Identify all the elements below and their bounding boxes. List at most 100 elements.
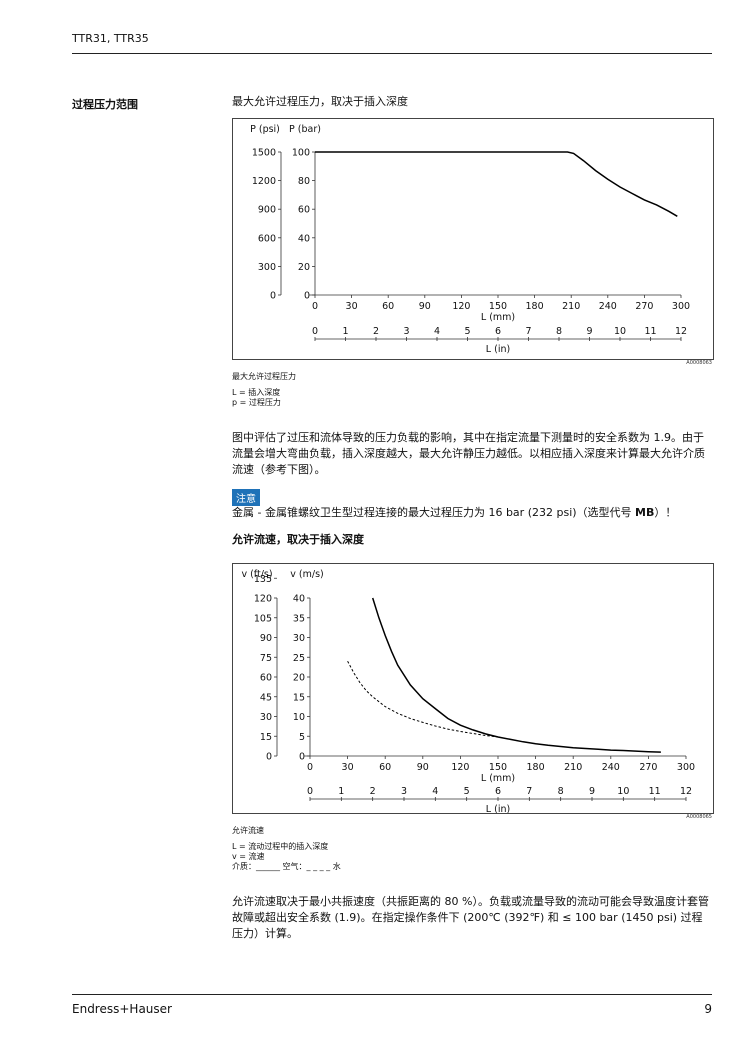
x2-tick-label: 5: [464, 326, 470, 337]
y2-tick-label: 90: [260, 633, 272, 644]
x-tick-label: 180: [527, 762, 545, 773]
paragraph-pressure: 图中评估了过压和流体导致的压力负载的影响，其中在指定流量下测量时的安全系数为 1…: [232, 431, 705, 476]
x-tick-label: 150: [489, 301, 507, 312]
chart1-legend-p: p = 过程压力: [232, 398, 281, 407]
section-title: 过程压力范围: [72, 98, 138, 111]
y-tick-label: 10: [293, 712, 305, 723]
y-tick-label: 20: [293, 673, 305, 684]
x2-tick-label: 4: [432, 786, 438, 797]
y-tick-label: 5: [299, 732, 305, 743]
x2-tick-label: 8: [556, 326, 562, 337]
x2-tick-label: 9: [586, 326, 592, 337]
x2-tick-label: 2: [370, 786, 376, 797]
note-text-before: 金属 - 金属锥螺纹卫生型过程连接的最大过程压力为 16 bar (232 ps…: [232, 506, 636, 519]
x2-tick-label: 1: [342, 326, 348, 337]
y2-tick-label: 30: [260, 712, 272, 723]
x2-tick-label: 5: [464, 786, 470, 797]
series-line-0: [315, 151, 678, 217]
x2-tick-label: 10: [614, 326, 626, 337]
note-order-code: MB: [635, 506, 655, 519]
note-badge: 注意: [232, 489, 260, 506]
x-tick-label: 180: [526, 301, 544, 312]
y2-tick-label: 0: [266, 752, 272, 763]
y2-tick-label: 60: [260, 673, 272, 684]
y-tick-label: 40: [298, 233, 310, 244]
x2-tick-label: 11: [649, 786, 661, 797]
chart2-caption-title: 允许流速: [232, 826, 264, 835]
x-tick-label: 300: [672, 301, 690, 312]
paragraph-velocity: 允许流速取决于最小共振速度（共振距离的 80 %）。负载或流量导致的流动可能会导…: [232, 895, 709, 940]
y-tick-label: 15: [293, 692, 305, 703]
x-tick-label: 210: [562, 301, 580, 312]
y2-tick-label: 0: [270, 291, 276, 302]
x2-axis-label: L (in): [486, 804, 510, 813]
chart2-legend-medium: 介质：______ 空气：_ _ _ _ 水: [232, 862, 341, 871]
y2-tick-label: 135: [254, 574, 272, 585]
y-axis-label: P (bar): [289, 124, 321, 135]
x-tick-label: 240: [599, 301, 617, 312]
header-rule: [72, 53, 712, 54]
x-tick-label: 30: [342, 762, 354, 773]
y2-tick-label: 75: [260, 653, 272, 664]
x2-tick-label: 6: [495, 326, 501, 337]
y-tick-label: 25: [293, 653, 305, 664]
x-tick-label: 150: [489, 762, 507, 773]
x-tick-label: 270: [639, 762, 657, 773]
y2-tick-label: 1200: [252, 176, 276, 187]
y-axis-label: v (m/s): [290, 569, 323, 580]
x2-tick-label: 0: [307, 786, 313, 797]
x-tick-label: 120: [451, 762, 469, 773]
y-tick-label: 40: [293, 594, 305, 605]
y-tick-label: 0: [304, 291, 310, 302]
chart2-figure-id: A0008065: [686, 814, 712, 820]
x2-tick-label: 9: [589, 786, 595, 797]
x-axis-label: L (mm): [481, 773, 515, 784]
x2-tick-label: 4: [434, 326, 440, 337]
x-tick-label: 0: [307, 762, 313, 773]
footer-page-number: 9: [704, 1002, 712, 1016]
chart2-heading: 允许流速，取决于插入深度: [232, 533, 364, 546]
chart2-legend-l: L = 流动过程中的插入深度: [232, 842, 329, 851]
x-tick-label: 270: [635, 301, 653, 312]
x2-tick-label: 12: [680, 786, 692, 797]
y2-axis-label: v (ft/s): [241, 569, 272, 580]
x-tick-label: 300: [677, 762, 695, 773]
chart1-heading: 最大允许过程压力，取决于插入深度: [232, 95, 408, 108]
y-tick-label: 35: [293, 613, 305, 624]
x2-tick-label: 1: [338, 786, 344, 797]
x-tick-label: 30: [346, 301, 358, 312]
y2-tick-label: 15: [260, 732, 272, 743]
pressure-chart-svg: P (psi) P (bar)03006009001200150002040608…: [250, 124, 690, 355]
x2-tick-label: 11: [644, 326, 656, 337]
x-tick-label: 90: [417, 762, 429, 773]
x-tick-label: 60: [379, 762, 391, 773]
velocity-chart: v (ft/s) v (m/s) 0 15 30 45 60 75 90 105 120 135 0 5 1…: [232, 563, 714, 814]
footer-rule: [72, 994, 712, 995]
x-tick-label: 60: [382, 301, 394, 312]
x2-tick-label: 8: [558, 786, 564, 797]
y2-tick-label: 105: [254, 613, 272, 624]
x-tick-label: 0: [312, 301, 318, 312]
x2-tick-label: 7: [525, 326, 531, 337]
y-tick-label: 60: [298, 205, 310, 216]
footer-brand: Endress+Hauser: [72, 1002, 172, 1016]
y-tick-label: 30: [293, 633, 305, 644]
chart1-legend-l: L = 插入深度: [232, 388, 281, 397]
chart1-caption-title: 最大允许过程压力: [232, 372, 296, 381]
x-tick-label: 120: [452, 301, 470, 312]
chart1-figure-id: A0008063: [686, 360, 712, 366]
x2-tick-label: 3: [403, 326, 409, 337]
doc-id: TTR31, TTR35: [72, 32, 149, 45]
x-tick-label: 240: [602, 762, 620, 773]
y-tick-label: 20: [298, 262, 310, 273]
pressure-chart: P (psi) P (bar) 0 300 600 900 1200 1500 0 20 40 60 8…: [232, 118, 714, 360]
x2-tick-label: 3: [401, 786, 407, 797]
y-tick-label: 80: [298, 176, 310, 187]
note-text-after: ）！: [654, 506, 677, 519]
x-axis-label: L (mm): [481, 312, 515, 323]
series-line-空气: [371, 597, 661, 753]
x2-tick-label: 6: [495, 786, 501, 797]
y-tick-label: 0: [299, 752, 305, 763]
note-text: 金属 - 金属锥螺纹卫生型过程连接的最大过程压力为 16 bar (232 ps…: [232, 505, 712, 521]
y2-axis-label: P (psi): [250, 124, 280, 135]
